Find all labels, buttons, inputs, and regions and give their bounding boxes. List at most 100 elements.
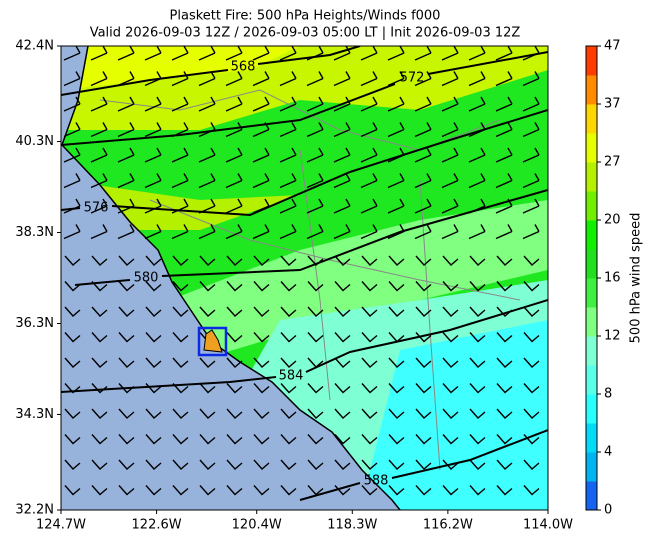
x-tick-label: 120.4W [232, 518, 282, 533]
wind-barb [172, 281, 189, 292]
wind-barb [415, 357, 432, 368]
wind-barb [442, 459, 459, 470]
wind-barb [523, 459, 540, 470]
wind-barb [469, 383, 486, 394]
wind-barb [63, 122, 81, 138]
contour-line [61, 51, 548, 146]
wind-barb [415, 255, 432, 266]
wind-barb [226, 383, 243, 394]
colorbar-tick-label: 16 [604, 271, 621, 286]
wind-barb [307, 434, 324, 445]
wind-barb [307, 332, 324, 343]
wind-barb [469, 408, 486, 419]
wind-barb [360, 71, 378, 87]
colorbar-tick-label: 12 [604, 329, 621, 344]
wind-barb [468, 46, 486, 61]
wind-barb [64, 306, 81, 317]
wind-barb [387, 96, 405, 112]
wind-barb [469, 357, 486, 368]
x-tick-label: 124.7W [36, 518, 86, 533]
wind-barb [198, 147, 216, 163]
wind-barb [360, 46, 378, 61]
wind-barb [387, 198, 405, 214]
wind-barb [361, 459, 378, 470]
wind-barb [226, 332, 243, 343]
wind-barb [415, 383, 432, 394]
wind-barb [280, 281, 297, 292]
wind-barb [253, 485, 270, 496]
wind-barb [280, 434, 297, 445]
wind-barb [469, 306, 486, 317]
wind-barb [145, 434, 162, 445]
wind-barb [172, 383, 189, 394]
wind-barb [441, 122, 459, 138]
wind-barb [414, 96, 432, 112]
wind-barb [415, 281, 432, 292]
wind-barb [253, 332, 270, 343]
wind-barb [199, 434, 216, 445]
wind-barb [414, 71, 432, 87]
wind-barb [360, 96, 378, 112]
colorbar-band [586, 481, 597, 511]
wind-barb [172, 306, 189, 317]
wind-barb [63, 173, 81, 189]
wind-barb [172, 357, 189, 368]
wind-barb [469, 434, 486, 445]
colorbar-label: 500 hPa wind speed [629, 213, 644, 344]
colorbar-band [586, 336, 597, 366]
wind-barb [199, 485, 216, 496]
wind-barb [522, 173, 540, 189]
wind-barb [225, 224, 243, 240]
wind-barb [441, 71, 459, 87]
wind-barb [198, 96, 216, 112]
wind-barb [199, 459, 216, 470]
wind-barb [523, 306, 540, 317]
wind-barb [171, 224, 189, 240]
wind-barb [145, 332, 162, 343]
wind-barb [117, 147, 135, 163]
wind-barb [64, 459, 81, 470]
wind-barb [279, 173, 297, 189]
wind-barb [387, 173, 405, 189]
wind-barb [90, 224, 108, 240]
wind-barb [495, 71, 513, 87]
colorbar: 0 4 8 12 16 20 27 37 47 [585, 39, 621, 518]
wind-barb [90, 46, 108, 61]
wind-barb [441, 96, 459, 112]
wind-barb [469, 459, 486, 470]
wind-barb [171, 173, 189, 189]
wind-barb [306, 122, 324, 138]
wind-barb [496, 408, 513, 419]
wind-barb [334, 434, 351, 445]
wind-barb [144, 96, 162, 112]
wind-barb [361, 434, 378, 445]
wind-barb [361, 485, 378, 496]
wind-barb [361, 255, 378, 266]
wind-barb [198, 224, 216, 240]
wind-barb [441, 224, 459, 240]
wind-barb [172, 332, 189, 343]
contour-label: 576 [84, 201, 109, 216]
x-tick-label: 116.2W [423, 518, 473, 533]
wind-barb [495, 122, 513, 138]
wind-barb [172, 459, 189, 470]
wind-barb [90, 147, 108, 163]
wind-barb [91, 281, 108, 292]
contour-label: 568 [231, 60, 256, 75]
contour-label: 572 [400, 71, 425, 86]
wind-barb [64, 408, 81, 419]
wind-barb [226, 485, 243, 496]
wind-barb [360, 122, 378, 138]
wind-barb [415, 434, 432, 445]
wind-barb [145, 408, 162, 419]
wind-barb [307, 306, 324, 317]
colorbar-band [586, 423, 597, 453]
wind-barb [226, 434, 243, 445]
wind-barb [442, 383, 459, 394]
wind-barb [145, 306, 162, 317]
wind-barb [90, 122, 108, 138]
wind-barb [496, 332, 513, 343]
wind-barb [496, 255, 513, 266]
wind-barb [469, 332, 486, 343]
